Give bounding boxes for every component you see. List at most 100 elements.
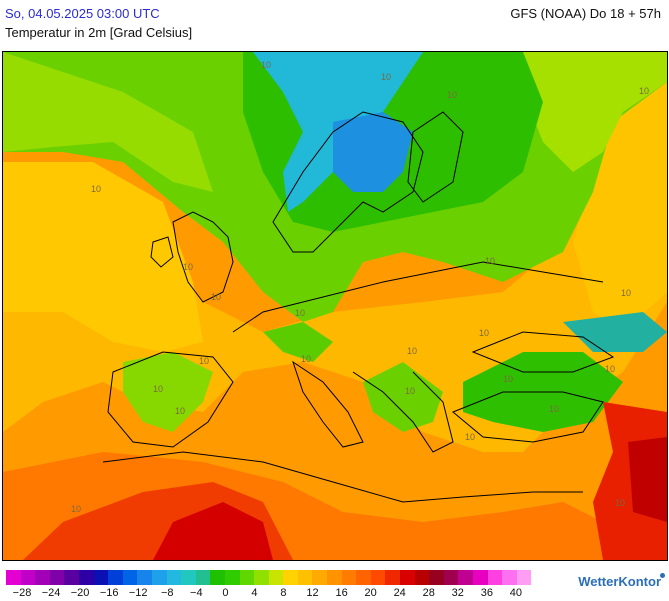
zone-dark-red-sahara: [153, 502, 273, 560]
legend-swatch: [487, 570, 503, 585]
legend-swatch: [312, 570, 328, 585]
contour-label: 10: [91, 184, 101, 194]
zone-light-green-east: [523, 52, 667, 172]
contour-label: 10: [605, 364, 615, 374]
zone-light-green: [3, 52, 213, 192]
header-parameter: Temperatur in 2m [Grad Celsius]: [5, 25, 193, 40]
legend-swatch: [268, 570, 284, 585]
zone-green-caucasus: [563, 312, 667, 352]
legend-tick-label: 20: [364, 587, 377, 599]
legend-swatch: [6, 570, 21, 585]
legend-tick-label: −20: [70, 587, 90, 599]
legend-tick-labels: −28 −24 −20 −16 −12 −8 −4 0 4 8 12 16 20 24 28 32 36 40: [6, 585, 546, 601]
legend-swatch: [254, 570, 269, 585]
zone-green-iberia: [123, 352, 213, 432]
contour-label: 10: [621, 288, 631, 298]
legend-swatch: [108, 570, 123, 585]
coastline-italy: [292, 360, 364, 448]
coastline-finland: [407, 111, 464, 203]
legend-swatch: [78, 570, 94, 585]
contour-label: 10: [465, 432, 475, 442]
contour-label: 10: [639, 86, 649, 96]
legend-swatch: [356, 570, 371, 585]
legend-tick-label: 12: [306, 587, 319, 599]
legend-tick-label: −16: [99, 587, 119, 599]
contour-label: 10: [71, 504, 81, 514]
legend-tick-label: −4: [190, 587, 203, 599]
legend-tick-label: 8: [280, 587, 287, 599]
legend-swatch: [297, 570, 313, 585]
contour-label: 10: [485, 256, 495, 266]
contour-label: 10: [153, 384, 163, 394]
legend-tick-label: 36: [480, 587, 493, 599]
legend-swatch: [516, 570, 532, 585]
legend-tick-label: −24: [41, 587, 61, 599]
contour-label: 10: [261, 60, 271, 70]
legend-swatch: [327, 570, 342, 585]
legend-swatch: [137, 570, 152, 585]
header-datetime: So, 04.05.2025 03:00 UTC: [5, 6, 160, 21]
coastline-scandinavia: [272, 111, 424, 253]
legend-tick-label: −12: [128, 587, 148, 599]
contour-label: 10: [301, 354, 311, 364]
legend-tick-label: 24: [393, 587, 406, 599]
legend-swatch: [166, 570, 182, 585]
legend-tick-label: 0: [222, 587, 229, 599]
temperature-legend: −28 −24 −20 −16 −12 −8 −4 0 4 8 12 16 20 24 28 32 36 40: [6, 570, 546, 601]
legend-swatch: [283, 570, 298, 585]
legend-swatch: [341, 570, 357, 585]
coastlines: [102, 111, 615, 503]
contour-label: 10: [199, 356, 209, 366]
header-model-run: GFS (NOAA) Do 18 + 57h: [510, 6, 661, 21]
legend-tick-label: 28: [422, 587, 435, 599]
legend-swatch: [400, 570, 415, 585]
logo-dot-icon: [660, 573, 665, 578]
legend-tick-label: −28: [12, 587, 32, 599]
legend-swatch: [414, 570, 430, 585]
contour-label: 10: [479, 328, 489, 338]
coastline-britain: [172, 211, 234, 303]
legend-tick-label: 4: [251, 587, 258, 599]
legend-swatch: [49, 570, 65, 585]
wetterkontor-logo: WetterKontor: [578, 574, 661, 589]
zone-yellow-west: [3, 162, 203, 352]
contour-label: 10: [295, 308, 305, 318]
contour-label: 10: [175, 406, 185, 416]
zone-green-balkans: [363, 362, 443, 432]
coastline-black-sea: [471, 331, 615, 373]
contour-label: 10: [405, 386, 415, 396]
legend-swatch: [224, 570, 240, 585]
contour-label: 10: [183, 262, 193, 272]
coastline-ireland: [150, 236, 174, 268]
contour-label: 10: [211, 292, 221, 302]
legend-swatch: [429, 570, 444, 585]
legend-swatch: [93, 570, 109, 585]
zone-green-alps: [263, 322, 333, 362]
legend-swatch: [181, 570, 196, 585]
zone-blue: [333, 112, 413, 192]
legend-swatch: [64, 570, 79, 585]
contour-label: 10: [615, 498, 625, 508]
legend-swatch: [35, 570, 50, 585]
contour-label: 10: [447, 90, 457, 100]
legend-tick-label: 16: [335, 587, 348, 599]
legend-swatch: [502, 570, 517, 585]
legend-tick-label: 40: [509, 587, 523, 599]
legend-swatch: [122, 570, 138, 585]
legend-tick-label: −8: [160, 587, 174, 599]
legend-swatch: [443, 570, 459, 585]
coastline-balkans: [352, 371, 454, 453]
legend-swatch: [458, 570, 473, 585]
legend-swatch: [151, 570, 167, 585]
contour-label: 10: [549, 404, 559, 414]
contour-label: 10: [407, 346, 417, 356]
coastline-anatolia: [452, 391, 604, 443]
legend-swatch: [210, 570, 225, 585]
legend-swatch: [473, 570, 488, 585]
legend-swatch: [20, 570, 36, 585]
zone-dark-red-east: [628, 437, 667, 522]
temperature-map: 10 10 10 10 10 10 10 10 10 10 10 10 10 1…: [2, 51, 668, 561]
coastline-continent: [232, 261, 604, 333]
legend-colorbar: [6, 570, 546, 585]
legend-swatch: [239, 570, 255, 585]
